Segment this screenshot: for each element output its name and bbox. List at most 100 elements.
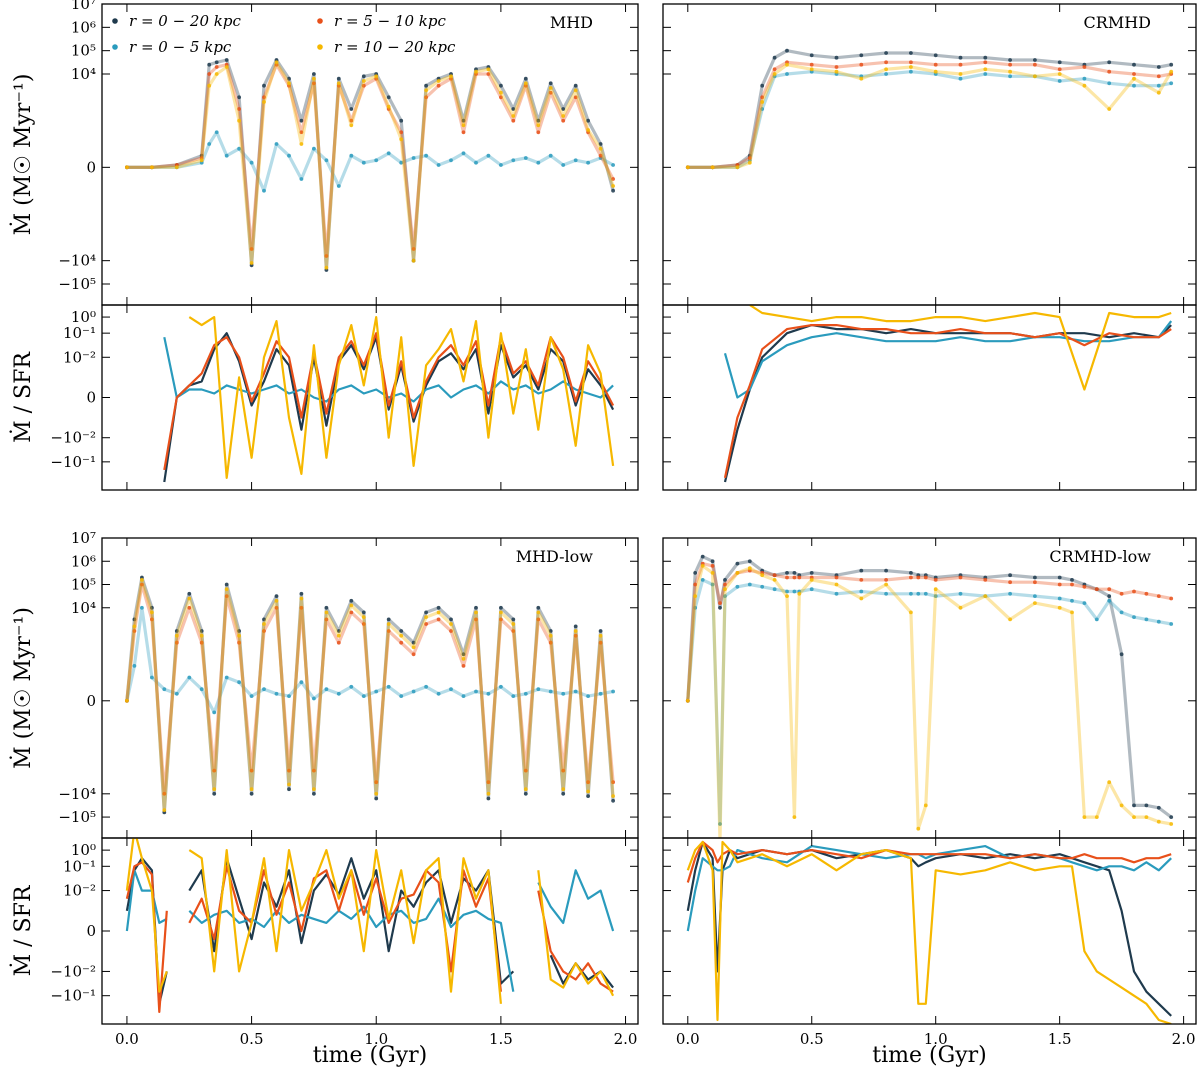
mdot-point-r_5_10 bbox=[792, 575, 797, 580]
mdot-point-r_10_20 bbox=[461, 123, 466, 128]
mdot-point-r_10_20 bbox=[150, 165, 154, 170]
mdot-point-r_10_20 bbox=[958, 605, 963, 610]
mdot-point-r_5_10 bbox=[336, 640, 341, 645]
mdot-point-r_0_5 bbox=[1082, 76, 1087, 81]
mdot-point-r_0_20 bbox=[561, 107, 566, 111]
mdot-point-r_5_10 bbox=[1094, 587, 1099, 592]
x-axis-label: time (Gyr) bbox=[313, 1043, 427, 1068]
mdot-point-r_5_10 bbox=[611, 177, 615, 181]
mdot-point-r_10_20 bbox=[747, 160, 752, 165]
x-tick-label: 2.0 bbox=[1172, 1030, 1196, 1048]
mdot-point-r_10_20 bbox=[274, 598, 279, 603]
ratio-line-r_10_20 bbox=[188, 316, 615, 479]
mdot-point-r_5_10 bbox=[561, 768, 566, 773]
y-tick-label: 0 bbox=[86, 389, 96, 407]
mdot-point-r_0_20 bbox=[1169, 815, 1174, 819]
mdot-point-r_0_5 bbox=[361, 160, 366, 165]
mdot-point-r_10_20 bbox=[212, 787, 217, 792]
mdot-point-r_0_20 bbox=[224, 582, 229, 587]
mdot-point-r_0_20 bbox=[523, 791, 528, 796]
mdot-point-r_10_20 bbox=[1119, 803, 1124, 808]
mdot-point-r_0_5 bbox=[312, 696, 316, 701]
mdot-point-r_10_20 bbox=[411, 258, 416, 263]
mdot-point-r_0_5 bbox=[299, 177, 304, 181]
mdot-point-r_10_20 bbox=[349, 123, 354, 128]
mdot-point-r_0_20 bbox=[312, 791, 316, 796]
mdot-point-r_5_10 bbox=[424, 95, 428, 100]
mdot-point-r_0_20 bbox=[187, 591, 192, 596]
mdot-point-r_5_10 bbox=[461, 130, 466, 135]
mdot-point-r_0_20 bbox=[374, 796, 379, 801]
mdot-point-r_0_5 bbox=[349, 684, 354, 689]
mdot-point-r_0_5 bbox=[449, 158, 453, 163]
mdot-point-r_5_10 bbox=[499, 95, 503, 100]
mdot-series-group bbox=[685, 48, 1174, 170]
legend-marker bbox=[317, 18, 323, 24]
mdot-point-r_10_20 bbox=[1107, 107, 1112, 111]
mdot-point-r_0_5 bbox=[723, 594, 727, 598]
mdot-point-r_0_5 bbox=[262, 188, 266, 193]
mdot-point-r_5_10 bbox=[834, 575, 839, 580]
mdot-point-r_5_10 bbox=[718, 601, 722, 605]
mdot-point-r_0_20 bbox=[760, 83, 765, 88]
mdot-point-r_0_20 bbox=[909, 571, 913, 575]
mdot-point-r_0_20 bbox=[611, 188, 615, 193]
mdot-point-r_5_10 bbox=[361, 83, 366, 88]
mdot-point-r_10_20 bbox=[1008, 69, 1012, 74]
mdot-point-r_0_5 bbox=[249, 694, 254, 698]
mdot-point-r_0_5 bbox=[150, 675, 154, 680]
mdot-point-r_0_5 bbox=[958, 76, 963, 81]
mdot-point-r_0_20 bbox=[536, 118, 541, 123]
mdot-point-r_10_20 bbox=[474, 610, 478, 615]
mdot-point-r_5_10 bbox=[486, 72, 491, 76]
mdot-point-r_5_10 bbox=[548, 640, 553, 645]
mdot-point-r_0_20 bbox=[511, 107, 516, 111]
mdot-point-r_5_10 bbox=[1156, 594, 1161, 598]
mdot-point-r_10_20 bbox=[336, 633, 341, 638]
mdot-point-r_5_10 bbox=[187, 605, 192, 610]
mdot-point-r_5_10 bbox=[909, 575, 913, 580]
mdot-point-r_5_10 bbox=[548, 90, 553, 95]
mdot-point-r_0_20 bbox=[611, 798, 615, 803]
mdot-line-r_0_5 bbox=[687, 70, 1172, 169]
mdot-point-r_5_10 bbox=[1169, 596, 1174, 601]
mdot-point-r_0_5 bbox=[573, 158, 578, 163]
mdot-point-r_0_5 bbox=[859, 589, 864, 594]
mdot-line-r_5_10 bbox=[126, 63, 615, 258]
mdot-point-r_10_20 bbox=[324, 610, 329, 615]
mdot-point-r_0_20 bbox=[212, 791, 217, 796]
mdot-point-r_5_10 bbox=[916, 575, 921, 580]
mdot-point-r_0_5 bbox=[923, 591, 928, 596]
mdot-point-r_10_20 bbox=[1082, 83, 1087, 88]
mdot-point-r_0_5 bbox=[237, 146, 242, 151]
mdot-point-r_0_5 bbox=[718, 822, 722, 826]
mdot-point-r_5_10 bbox=[436, 617, 441, 622]
mdot-point-r_5_10 bbox=[797, 575, 802, 580]
mdot-point-r_0_5 bbox=[983, 72, 988, 76]
mdot-point-r_5_10 bbox=[1156, 74, 1161, 79]
mdot-point-r_10_20 bbox=[536, 610, 541, 615]
mdot-point-r_10_20 bbox=[561, 787, 566, 792]
mdot-point-r_0_5 bbox=[598, 691, 603, 696]
mdot-point-r_0_5 bbox=[561, 691, 566, 696]
mdot-point-r_10_20 bbox=[511, 622, 516, 626]
mdot-point-r_0_5 bbox=[1082, 601, 1087, 605]
mdot-point-r_0_5 bbox=[747, 582, 752, 587]
mdot-point-r_5_10 bbox=[212, 768, 217, 773]
mdot-point-r_0_5 bbox=[1107, 81, 1112, 86]
mdot-point-r_5_10 bbox=[474, 617, 478, 622]
mdot-point-r_0_5 bbox=[324, 687, 329, 692]
mdot-point-r_10_20 bbox=[809, 578, 814, 582]
mdot-point-r_10_20 bbox=[909, 610, 913, 615]
mdot-point-r_0_20 bbox=[1070, 578, 1074, 582]
y-tick-label: 10⁰ bbox=[71, 308, 96, 326]
mdot-point-r_0_5 bbox=[933, 594, 938, 598]
mdot-point-r_10_20 bbox=[511, 114, 516, 118]
ratio-line-r_10_20 bbox=[749, 305, 1172, 391]
mdot-point-r_10_20 bbox=[499, 610, 503, 615]
mdot-point-r_5_10 bbox=[536, 617, 541, 622]
mdot-point-r_0_5 bbox=[199, 687, 204, 692]
y-tick-label: −10⁻² bbox=[50, 429, 96, 447]
mdot-point-r_10_20 bbox=[573, 88, 578, 93]
mdot-point-r_0_20 bbox=[1107, 594, 1112, 598]
